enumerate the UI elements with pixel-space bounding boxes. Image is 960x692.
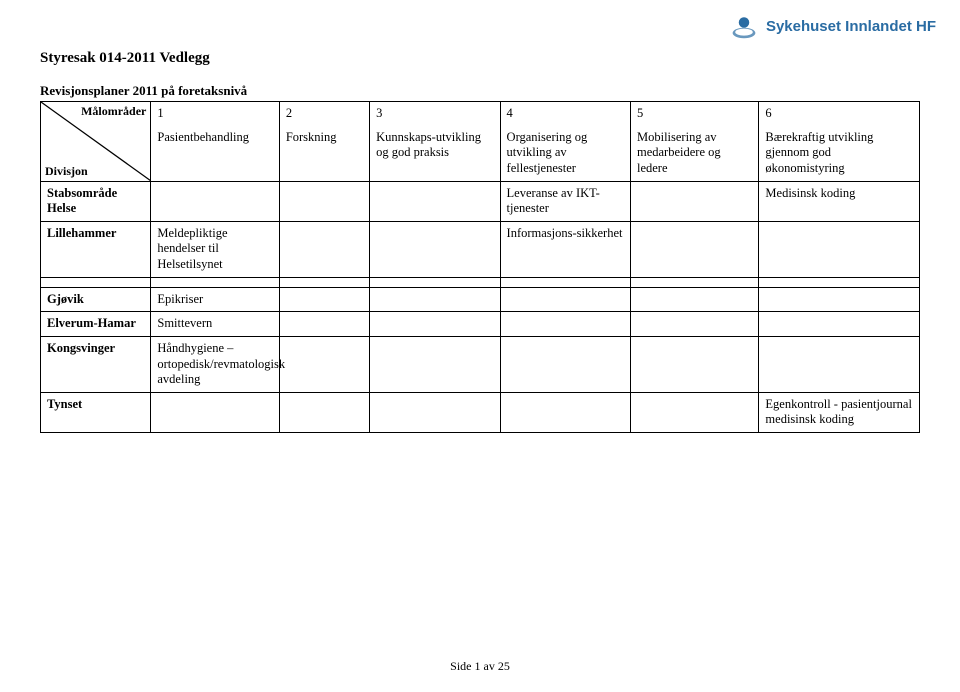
page-title: Styresak 014-2011 Vedlegg: [40, 50, 920, 67]
cell: [279, 181, 369, 221]
cell: Egenkontroll - pasientjournal medisinsk …: [759, 392, 920, 432]
cell: [630, 221, 758, 277]
row-label: Gjøvik: [41, 287, 151, 312]
cell: [279, 392, 369, 432]
logo-icon: [730, 12, 758, 40]
cell: [370, 221, 500, 277]
cell: Leveranse av IKT-tjenester: [500, 181, 630, 221]
table-header-labels: Pasientbehandling Forskning Kunnskaps-ut…: [41, 126, 920, 181]
cell: [151, 392, 279, 432]
diagonal-header-cell: Målområder Divisjon: [41, 102, 151, 182]
cell: [630, 287, 758, 312]
cell: [279, 336, 369, 392]
page-footer: Side 1 av 25: [0, 659, 960, 674]
col-num: 5: [630, 102, 758, 126]
col-num: 3: [370, 102, 500, 126]
revision-plan-table: Målområder Divisjon 1 2 3 4 5 6 Pasientb…: [40, 101, 920, 433]
col-label: Bærekraftig utvikling gjennom god økonom…: [759, 126, 920, 181]
cell: Informasjons-sikkerhet: [500, 221, 630, 277]
cell: [370, 312, 500, 337]
diag-top-label: Målområder: [81, 104, 146, 119]
cell: Medisinsk koding: [759, 181, 920, 221]
org-logo: Sykehuset Innlandet HF: [730, 12, 936, 40]
cell: [370, 287, 500, 312]
table-row: Lillehammer Meldepliktige hendelser til …: [41, 221, 920, 277]
cell: Håndhygiene – ortopedisk/revmatologisk a…: [151, 336, 279, 392]
cell: [279, 287, 369, 312]
cell: [500, 336, 630, 392]
cell: [370, 336, 500, 392]
cell: [500, 392, 630, 432]
cell: [630, 312, 758, 337]
row-label: Lillehammer: [41, 221, 151, 277]
cell: [500, 312, 630, 337]
table-row: Tynset Egenkontroll - pasientjournal med…: [41, 392, 920, 432]
row-label: Elverum-Hamar: [41, 312, 151, 337]
col-num: 4: [500, 102, 630, 126]
table-header-numbers: Målområder Divisjon 1 2 3 4 5 6: [41, 102, 920, 126]
cell: [630, 392, 758, 432]
col-label: Forskning: [279, 126, 369, 181]
table-row: Gjøvik Epikriser: [41, 287, 920, 312]
cell: [500, 287, 630, 312]
table-row: Elverum-Hamar Smittevern: [41, 312, 920, 337]
cell: [759, 312, 920, 337]
col-num: 1: [151, 102, 279, 126]
cell: [759, 221, 920, 277]
cell: [151, 181, 279, 221]
diag-bottom-label: Divisjon: [45, 164, 88, 179]
row-label: Stabsområde Helse: [41, 181, 151, 221]
cell: [279, 221, 369, 277]
logo-text: Sykehuset Innlandet HF: [766, 18, 936, 35]
cell: [630, 336, 758, 392]
row-label: Tynset: [41, 392, 151, 432]
cell: [630, 181, 758, 221]
cell: Epikriser: [151, 287, 279, 312]
page-subtitle: Revisjonsplaner 2011 på foretaksnivå: [40, 83, 920, 99]
cell: [370, 181, 500, 221]
table-row: Kongsvinger Håndhygiene – ortopedisk/rev…: [41, 336, 920, 392]
cell: [759, 287, 920, 312]
cell: [759, 336, 920, 392]
col-label: Organisering og utvikling av fellestjene…: [500, 126, 630, 181]
col-label: Mobilisering av medarbeidere og ledere: [630, 126, 758, 181]
col-label: Kunnskaps-utvikling og god praksis: [370, 126, 500, 181]
cell: Smittevern: [151, 312, 279, 337]
col-num: 2: [279, 102, 369, 126]
col-num: 6: [759, 102, 920, 126]
table-section-gap: [41, 277, 920, 287]
cell: [279, 312, 369, 337]
row-label: Kongsvinger: [41, 336, 151, 392]
table-row: Stabsområde Helse Leveranse av IKT-tjene…: [41, 181, 920, 221]
col-label: Pasientbehandling: [151, 126, 279, 181]
cell: Meldepliktige hendelser til Helsetilsyne…: [151, 221, 279, 277]
cell: [370, 392, 500, 432]
